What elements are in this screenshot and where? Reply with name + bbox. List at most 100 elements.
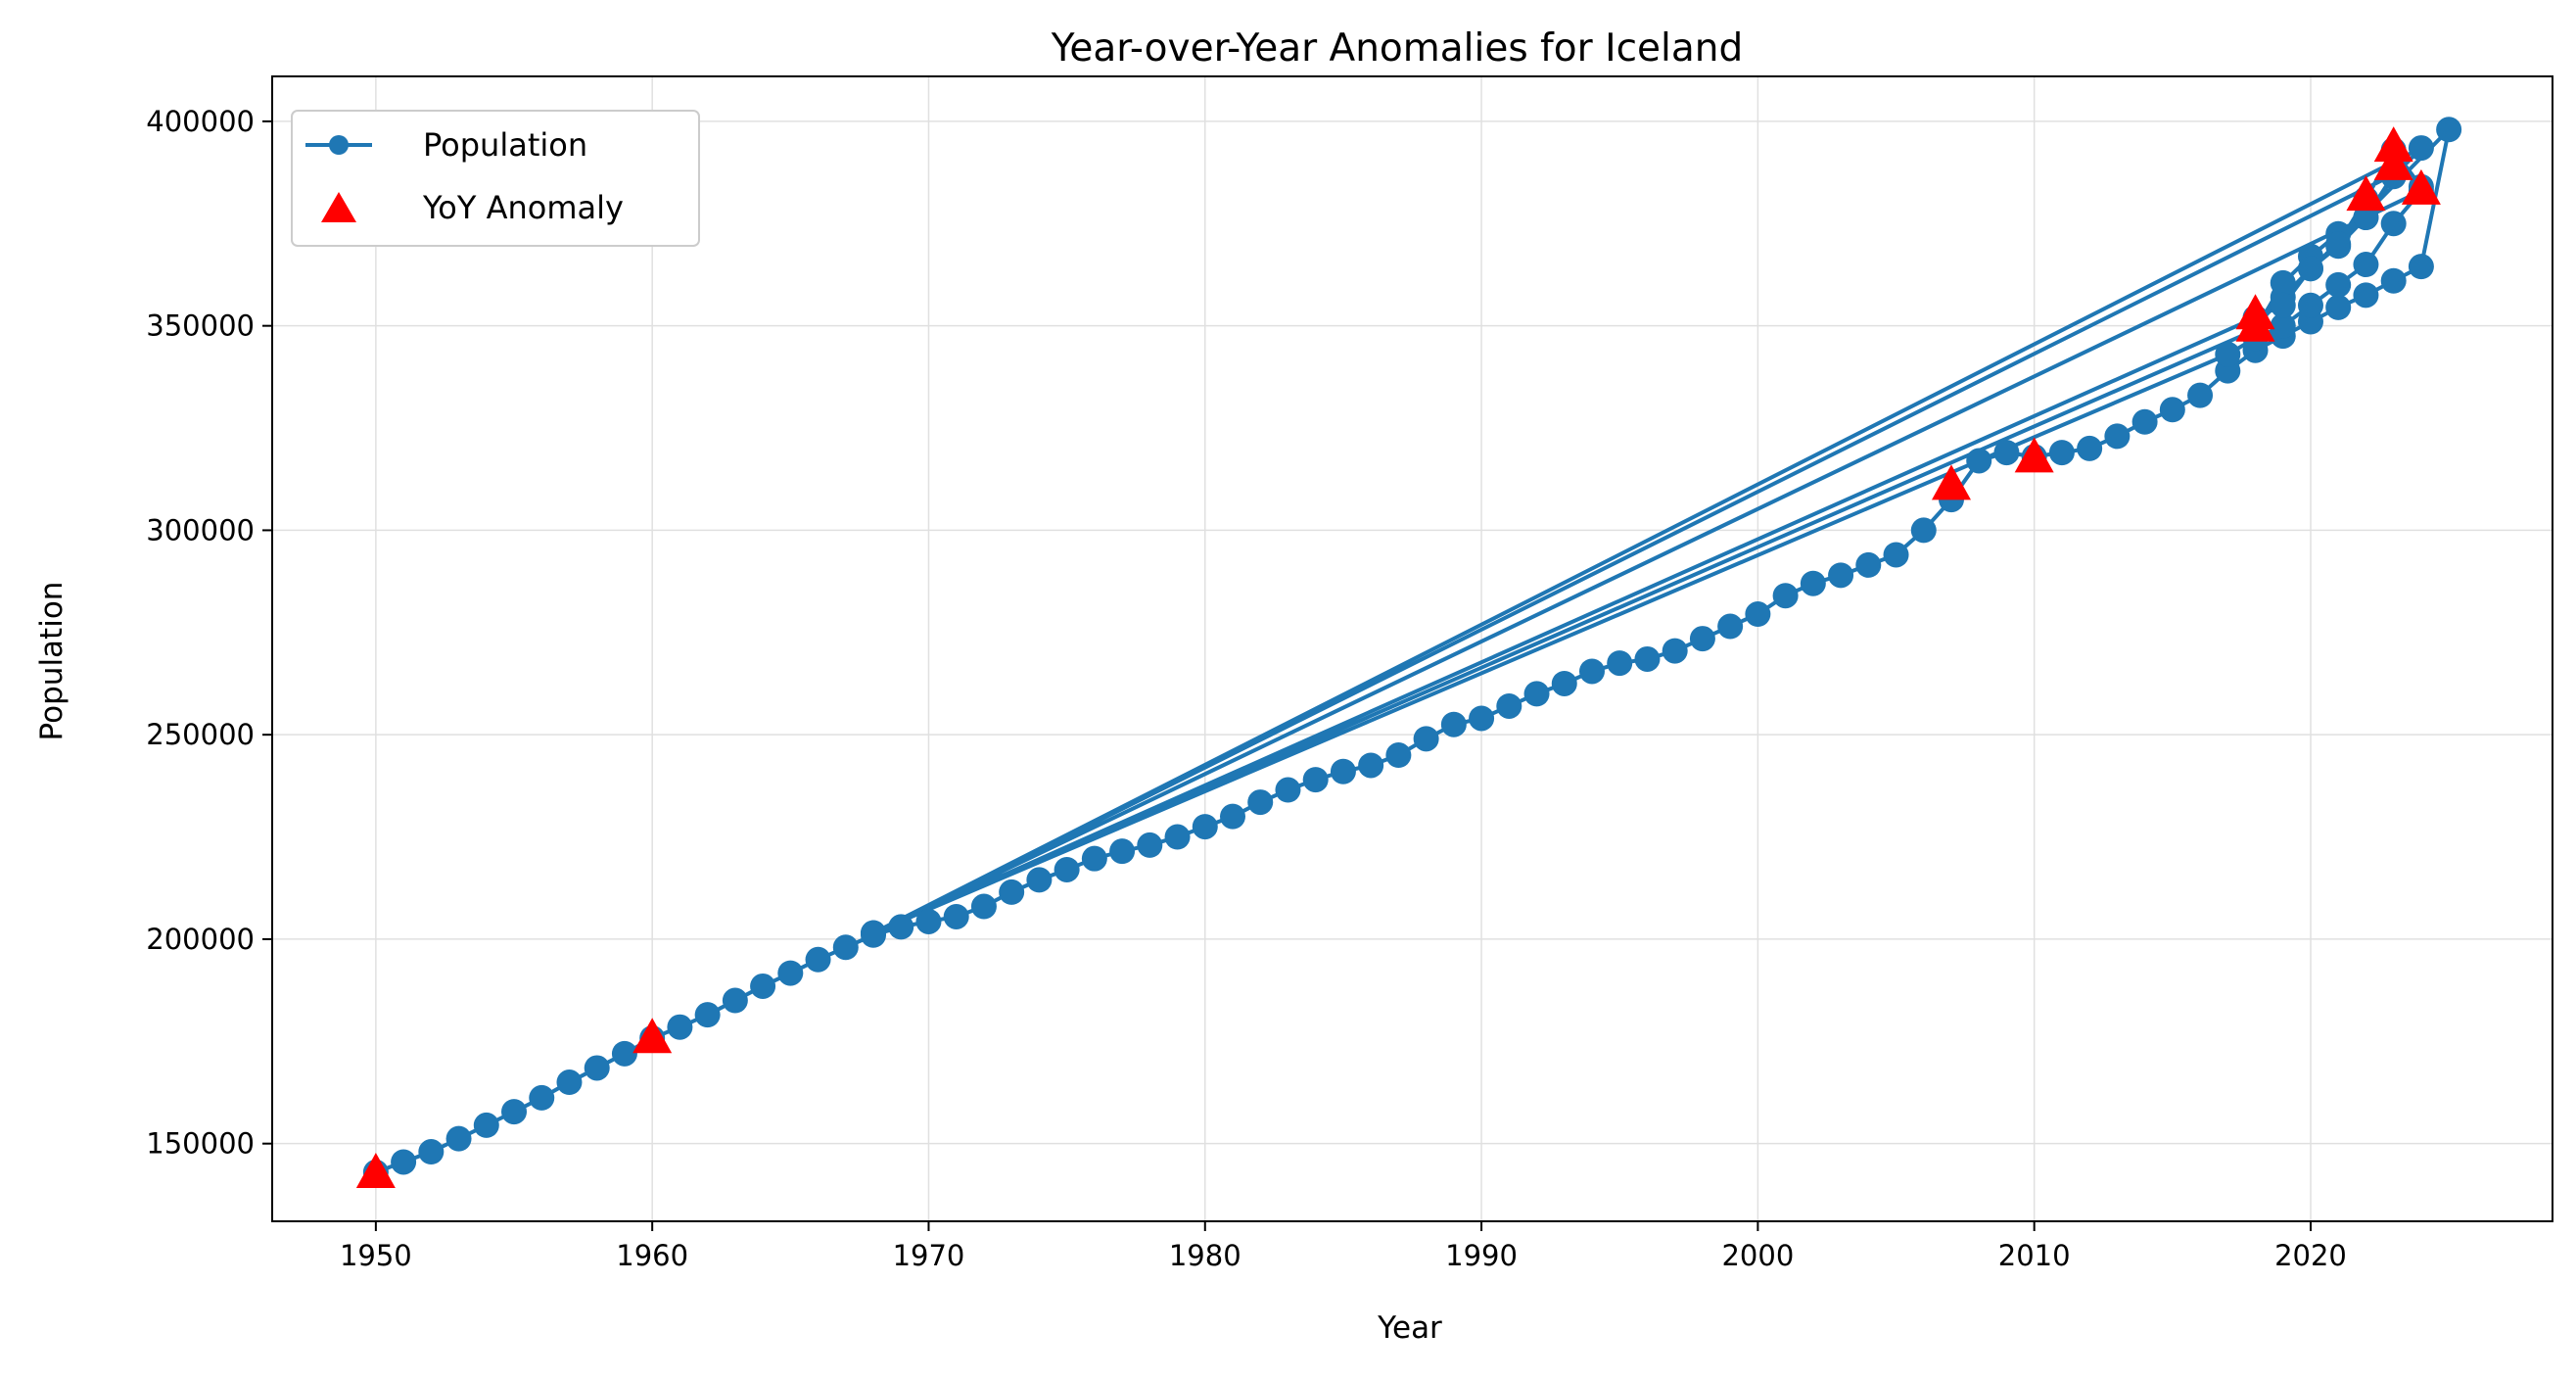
population-point [556,1069,583,1096]
population-point [694,1002,721,1028]
population-point [1220,803,1246,830]
y-tick-label: 350000 [146,309,255,343]
population-point [501,1099,528,1125]
legend-marker-swatch [329,135,349,155]
population-point [999,879,1025,905]
population-point [1109,838,1136,865]
population-point [722,987,748,1014]
population-point [2270,312,2296,339]
population-point [805,946,831,973]
population-point [1551,670,1577,696]
legend: Population YoY Anomaly [291,110,700,247]
population-point [2215,341,2241,367]
y-tick-label: 300000 [146,513,255,546]
population-point [1385,742,1412,769]
population-point [1523,681,1550,707]
x-axis-ticks: 1950 1960 1970 1980 1990 2000 2010 2020 [340,1221,2347,1272]
anomaly-marker [2373,144,2413,180]
population-point [2297,256,2323,282]
population-point [667,1014,693,1040]
x-tick-label: 2010 [1998,1239,2071,1272]
population-point [1883,542,1909,568]
population-point [777,960,804,986]
population-point [2270,269,2296,296]
population-point [2297,292,2323,318]
y-tick-label: 400000 [146,105,255,138]
population-point [418,1139,445,1165]
population-point [529,1084,555,1111]
population-point [1302,767,1329,793]
population-point [1689,626,1715,652]
population-point [1330,758,1356,784]
anomaly-marker [2373,126,2413,163]
population-point [1192,814,1218,840]
y-tick-label: 150000 [146,1127,255,1161]
population-point [2353,205,2379,231]
population-point [2048,440,2075,466]
population-point [750,973,776,999]
y-tick-label: 200000 [146,923,255,956]
population-point [832,934,859,961]
legend-triangle-swatch [321,192,356,222]
population-point [473,1112,499,1138]
x-tick-label: 1990 [1445,1239,1518,1272]
population-point [2325,294,2352,320]
population-point [888,914,914,940]
population-point [1469,705,1495,732]
legend-label-population: Population [423,126,587,164]
population-point [970,893,997,920]
population-point [2436,117,2462,143]
population-point [1772,583,1799,609]
x-tick-label: 2000 [1721,1239,1794,1272]
population-point [915,908,942,934]
population-point [584,1055,610,1081]
population-point [1440,711,1467,737]
population-point [1081,845,1107,872]
population-point [1607,650,1633,677]
population-point [391,1149,417,1175]
population-point [2380,211,2407,237]
chart-title: Year-over-Year Anomalies for Iceland [1051,26,1743,71]
x-tick-label: 1960 [616,1239,688,1272]
population-point [2408,135,2434,162]
population-point [2408,254,2434,280]
population-point [1993,440,2020,466]
population-point [2325,231,2352,258]
x-tick-label: 1970 [893,1239,965,1272]
population-point [2270,292,2296,318]
population-point [861,920,887,946]
population-point [1910,517,1937,544]
plot-frame [271,75,2553,1222]
population-point [1634,645,1661,672]
population-point [1828,562,1854,589]
population-point [1247,789,1274,816]
population-point [2353,252,2379,278]
population-point [1358,752,1384,779]
anomaly-marker [2401,168,2441,205]
population-point [1717,613,1744,640]
population-point [2187,382,2214,408]
x-tick-label: 2020 [2274,1239,2347,1272]
population-point [2159,397,2185,423]
anomaly-marker [2346,175,2386,212]
anomaly-marker [355,1152,396,1188]
anomaly-marker [2014,437,2054,473]
anomaly-marker [1931,464,1971,500]
anomaly-markers [355,126,2441,1188]
population-point [1800,570,1826,596]
legend-box [291,110,700,247]
population-point [1966,448,1992,474]
population-point [2353,282,2379,309]
anomaly-marker [2235,294,2275,330]
anomaly-marker [632,1018,673,1054]
population-point [1578,658,1605,685]
y-tick-label: 250000 [146,718,255,751]
y-axis-ticks: 150000 200000 250000 300000 350000 400000 [146,105,272,1161]
population-point [943,903,969,929]
x-tick-label: 1980 [1169,1239,1241,1272]
population-point [2104,423,2131,450]
population-point [1855,551,1882,578]
x-axis-label: Year [1377,1310,1442,1346]
